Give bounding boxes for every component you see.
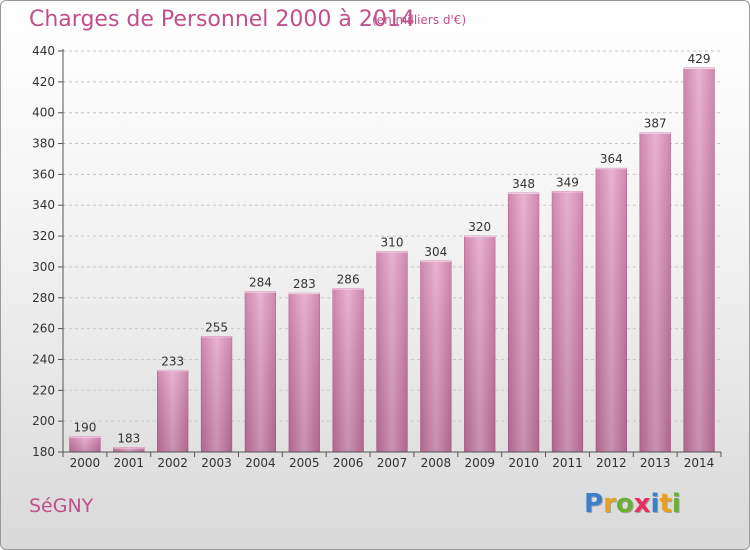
x-tick-label: 2010: [508, 456, 539, 470]
x-tick-label: 2008: [421, 456, 452, 470]
value-label: 304: [424, 245, 447, 259]
commune-name: SéGNY: [29, 495, 94, 517]
bar-shade: [332, 288, 364, 452]
bar-shade: [245, 291, 276, 452]
value-label: 183: [117, 431, 140, 445]
logo-letter: t: [659, 489, 672, 519]
logo-letter: x: [633, 489, 651, 519]
x-tick-label: 2012: [596, 456, 627, 470]
bar-shade: [683, 67, 715, 452]
x-tick-label: 2002: [157, 456, 188, 470]
x-tick-label: 2013: [640, 456, 671, 470]
value-label: 387: [644, 117, 667, 131]
x-tick-label: 2014: [684, 456, 715, 470]
value-label: 255: [205, 320, 228, 334]
logo-letter: o: [615, 489, 634, 519]
logo-letter: i: [650, 489, 660, 519]
bar-shade: [201, 336, 232, 452]
bar-shade: [69, 436, 101, 452]
bar-shade: [288, 293, 320, 452]
value-label: 310: [381, 236, 404, 250]
proxiti-logo: Proxiti: [584, 489, 681, 519]
value-label: 320: [468, 220, 491, 234]
value-label: 283: [293, 277, 316, 291]
chart-subtitle: (en milliers d'€): [372, 13, 467, 27]
value-label: 348: [512, 177, 535, 191]
y-tick-label: 280: [32, 291, 55, 305]
y-tick-label: 200: [32, 414, 55, 428]
x-tick-label: 2004: [245, 456, 276, 470]
logo-letter: i: [671, 489, 681, 519]
x-tick-label: 2006: [333, 456, 364, 470]
y-tick-label: 440: [32, 44, 55, 58]
bar-shade: [595, 168, 627, 452]
y-tick-label: 240: [32, 352, 55, 366]
y-tick-label: 300: [32, 260, 55, 274]
value-label: 429: [688, 52, 711, 66]
bar-shade: [157, 370, 189, 452]
x-tick-label: 2005: [289, 456, 320, 470]
bar-shade: [376, 251, 408, 452]
y-tick-label: 380: [32, 137, 55, 151]
bar-shade: [508, 192, 539, 452]
bar-shade: [113, 447, 145, 452]
logo-letter: r: [603, 489, 616, 519]
x-tick-label: 2011: [552, 456, 583, 470]
chart-title: Charges de Personnel 2000 à 2014: [29, 7, 415, 32]
x-tick-label: 2003: [201, 456, 232, 470]
bar-shade: [639, 132, 671, 452]
y-tick-label: 220: [32, 383, 55, 397]
value-label: 190: [73, 421, 96, 435]
value-label: 364: [600, 152, 623, 166]
x-tick-label: 2009: [464, 456, 495, 470]
y-tick-label: 420: [32, 75, 55, 89]
value-label: 349: [556, 175, 579, 189]
y-tick-label: 360: [32, 167, 55, 181]
y-tick-label: 400: [32, 106, 55, 120]
bar-shade: [420, 260, 452, 452]
x-tick-label: 2007: [377, 456, 408, 470]
value-label: 233: [161, 354, 184, 368]
y-tick-label: 340: [32, 198, 55, 212]
y-tick-label: 180: [32, 445, 55, 459]
x-tick-label: 2000: [70, 456, 101, 470]
bar-shade: [552, 191, 583, 452]
value-label: 284: [249, 276, 272, 290]
value-label: 286: [337, 273, 360, 287]
y-tick-label: 260: [32, 322, 55, 336]
bar-shade: [464, 236, 496, 452]
y-tick-label: 320: [32, 229, 55, 243]
x-tick-label: 2001: [114, 456, 145, 470]
logo-letter: P: [584, 489, 604, 519]
